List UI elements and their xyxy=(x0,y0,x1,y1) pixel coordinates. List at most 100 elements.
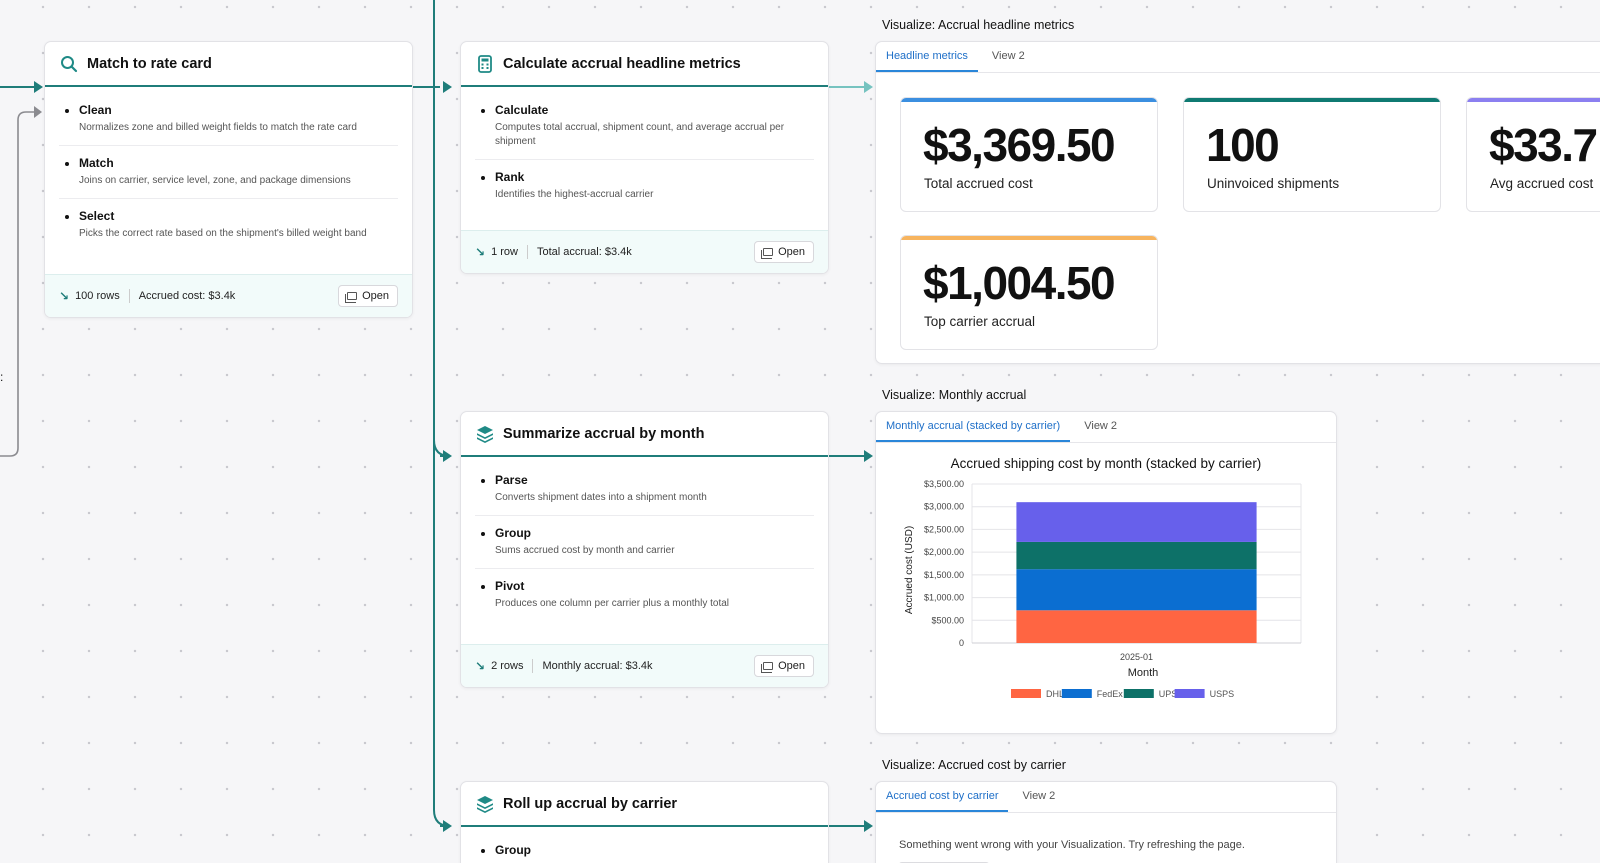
step-name: Calculate xyxy=(495,103,549,117)
open-button[interactable]: Open xyxy=(754,241,814,263)
step-pivot: Pivot Produces one column per carrier pl… xyxy=(475,569,814,621)
node-header[interactable]: Summarize accrual by month xyxy=(461,412,828,457)
bar-segment-dhl xyxy=(1016,610,1257,643)
layers-icon xyxy=(475,424,495,444)
metric-card-total-accrued: $3,369.50 Total accrued cost xyxy=(900,97,1158,212)
row-count: 1 row xyxy=(491,246,518,258)
node-roll-up-by-carrier[interactable]: Roll up accrual by carrier Group xyxy=(460,781,829,863)
metric-value: $3,369.50 xyxy=(923,119,1116,171)
step-desc: Normalizes zone and billed weight fields… xyxy=(79,122,357,133)
step-desc: Identifies the highest-accrual carrier xyxy=(495,189,654,200)
open-label: Open xyxy=(778,246,805,258)
node-title: Calculate accrual headline metrics xyxy=(503,55,741,72)
error-message: Something went wrong with your Visualiza… xyxy=(899,839,1245,851)
open-label: Open xyxy=(362,290,389,302)
row-count: 100 rows xyxy=(75,290,120,302)
metric-card-uninvoiced: 100 Uninvoiced shipments xyxy=(1183,97,1441,212)
y-tick-label: 0 xyxy=(959,638,964,648)
tab-monthly-accrual[interactable]: Monthly accrual (stacked by carrier) xyxy=(876,420,1071,442)
arrow-down-right-icon: ↘ xyxy=(59,289,70,303)
metric-label: Uninvoiced shipments xyxy=(1207,176,1340,191)
node-title: Summarize accrual by month xyxy=(503,425,705,442)
stacked-bar-chart: Accrued shipping cost by month (stacked … xyxy=(904,456,1302,699)
y-tick-label: $2,000.00 xyxy=(924,547,964,557)
step-name: Group xyxy=(495,526,531,540)
metric-card-top-carrier: $1,004.50 Top carrier accrual xyxy=(900,235,1158,350)
row-count: 2 rows xyxy=(491,660,524,672)
step-rank: Rank Identifies the highest-accrual carr… xyxy=(475,160,814,212)
calculator-icon xyxy=(475,54,495,74)
step-clean: Clean Normalizes zone and billed weight … xyxy=(59,93,398,146)
node-footer: ↘ 2 rows Monthly accrual: $3.4k Open xyxy=(461,644,828,687)
viz-tabs: Accrued cost by carrier View 2 xyxy=(876,782,1336,813)
tab-view-2[interactable]: View 2 xyxy=(1022,790,1056,802)
metric-label: Total accrued cost xyxy=(924,176,1033,191)
metric-accent-bar xyxy=(901,236,1157,240)
bar-segment-ups xyxy=(1016,541,1257,570)
metric-label: Top carrier accrual xyxy=(924,314,1036,329)
metric-accent-bar xyxy=(1467,98,1600,102)
step-desc: Sums accrued cost by month and carrier xyxy=(495,545,675,556)
divider xyxy=(128,289,130,303)
arrow-down-right-icon: ↘ xyxy=(475,245,486,259)
x-axis-label: Month xyxy=(1128,667,1159,679)
step-name: Parse xyxy=(495,473,528,487)
step-desc: Produces one column per carrier plus a m… xyxy=(495,598,730,609)
bar-segment-usps xyxy=(1016,502,1257,542)
node-match-to-rate-card[interactable]: Match to rate card Clean Normalizes zone… xyxy=(44,41,413,318)
x-tick-labels: 2025-01 xyxy=(1120,652,1153,662)
y-tick-label: $500.00 xyxy=(931,615,964,625)
y-tick-label: $2,500.00 xyxy=(924,524,964,534)
viz-headline-metrics: Headline metrics View 2 $3,369.50 Total … xyxy=(875,41,1600,364)
arrow-down-right-icon: ↘ xyxy=(475,659,486,673)
node-summarize-by-month[interactable]: Summarize accrual by month Parse Convert… xyxy=(460,411,829,688)
chart-title: Accrued shipping cost by month (stacked … xyxy=(951,456,1262,471)
viz-tabs: Headline metrics View 2 xyxy=(876,42,1600,73)
viz-label-monthly: Visualize: Monthly accrual xyxy=(882,388,1027,402)
node-calculate-headline-metrics[interactable]: Calculate accrual headline metrics Calcu… xyxy=(460,41,829,274)
step-parse: Parse Converts shipment dates into a shi… xyxy=(475,463,814,516)
step-group: Group xyxy=(475,833,814,863)
tab-view-2[interactable]: View 2 xyxy=(1084,420,1118,432)
tab-headline-metrics[interactable]: Headline metrics xyxy=(876,50,978,72)
step-name: Select xyxy=(79,209,115,223)
edge-label: : xyxy=(0,370,4,384)
divider xyxy=(526,245,528,259)
node-title: Match to rate card xyxy=(87,55,212,72)
window-icon xyxy=(761,248,774,259)
step-desc: Joins on carrier, service level, zone, a… xyxy=(79,175,351,186)
step-desc: Picks the correct rate based on the ship… xyxy=(79,228,367,239)
open-button[interactable]: Open xyxy=(754,655,814,677)
node-header[interactable]: Calculate accrual headline metrics xyxy=(461,42,828,87)
divider xyxy=(532,659,534,673)
metric-accent-bar xyxy=(901,98,1157,102)
step-name: Group xyxy=(495,843,531,857)
open-button[interactable]: Open xyxy=(338,285,398,307)
x-tick-label: 2025-01 xyxy=(1120,652,1153,662)
metric-value: 100 xyxy=(1206,119,1280,171)
node-header[interactable]: Match to rate card xyxy=(45,42,412,87)
tab-accrued-by-carrier[interactable]: Accrued cost by carrier xyxy=(876,790,1009,812)
legend-label: DHL xyxy=(1046,689,1064,699)
legend-label: UPS xyxy=(1159,689,1178,699)
y-tick-label: $1,000.00 xyxy=(924,593,964,603)
viz-tabs: Monthly accrual (stacked by carrier) Vie… xyxy=(876,412,1336,443)
node-header[interactable]: Roll up accrual by carrier xyxy=(461,782,828,827)
legend-label: USPS xyxy=(1210,689,1235,699)
step-select: Select Picks the correct rate based on t… xyxy=(59,199,398,251)
step-name: Match xyxy=(79,156,114,170)
y-tick-labels: 0 $500.00 $1,000.00 $1,500.00 $2,000.00 $2,50… xyxy=(924,479,964,648)
layers-icon xyxy=(475,794,495,814)
viz-label-carrier: Visualize: Accrued cost by carrier xyxy=(882,758,1066,772)
step-group: Group Sums accrued cost by month and car… xyxy=(475,516,814,569)
summary-text: Monthly accrual: $3.4k xyxy=(542,660,653,672)
metric-card-avg-accrued: $33.7 Avg accrued cost xyxy=(1466,97,1600,212)
y-tick-label: $3,000.00 xyxy=(924,502,964,512)
viz-monthly-accrual: Monthly accrual (stacked by carrier) Vie… xyxy=(875,411,1337,734)
tab-view-2[interactable]: View 2 xyxy=(991,50,1025,62)
metric-value: $33.7 xyxy=(1489,119,1598,171)
y-tick-label: $3,500.00 xyxy=(924,479,964,489)
step-calculate: Calculate Computes total accrual, shipme… xyxy=(475,93,814,160)
summary-text: Total accrual: $3.4k xyxy=(536,246,632,258)
legend-label: FedEx xyxy=(1097,689,1124,699)
